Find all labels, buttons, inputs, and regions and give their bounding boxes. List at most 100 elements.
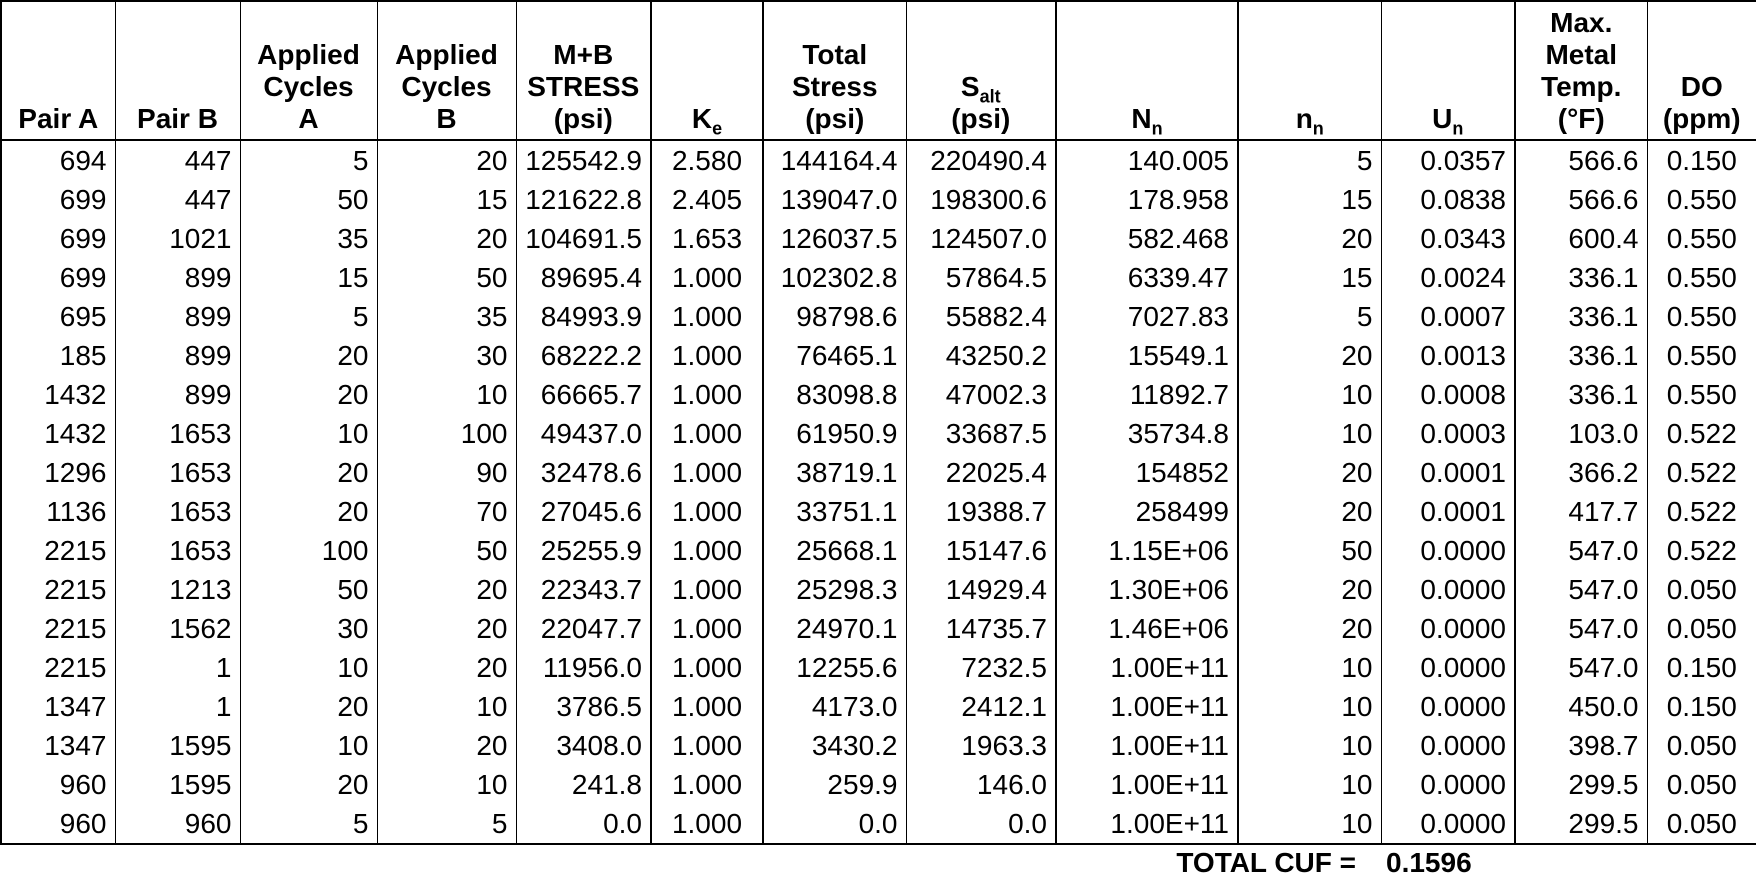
cell-mb-stress-psi: 241.8 [515,765,651,804]
cell-u-n: 0.0003 [1380,414,1515,453]
cell-salt-psi: 14735.7 [905,609,1056,648]
cell-pair-b: 1653 [114,531,240,570]
cell-u-n: 0.0008 [1380,375,1515,414]
cell-max-metal-temp-f: 547.0 [1514,648,1647,687]
cell-max-metal-temp-f: 450.0 [1514,687,1647,726]
cell-pair-a: 2215 [44,573,107,605]
cell-pair-b: 899 [114,375,240,414]
cell-u-n: 0.0357 [1380,140,1515,180]
cell-max-metal-temp-f: 547.0 [1514,609,1647,648]
cell-applied-cycles-b: 10 [376,375,516,414]
cell-pair-b: 1653 [114,453,240,492]
cell-do-ppm: 0.050 [1646,570,1756,609]
cell-pair-b: 1653 [114,414,240,453]
cell-applied-cycles-a: 10 [239,648,377,687]
cell-max-metal-temp-f: 566.6 [1514,140,1647,180]
column-header-n-small-n: nn [1237,1,1381,141]
cell-salt-psi: 2412.1 [905,687,1056,726]
cell-n-small-n: 10 [1237,726,1381,765]
cell-applied-cycles-b: 10 [376,687,516,726]
cell-applied-cycles-a: 10 [239,726,377,765]
cell-max-metal-temp-f: 417.7 [1514,492,1647,531]
cell-u-n: 0.0000 [1380,531,1515,570]
cell-u-n: 0.0000 [1380,648,1515,687]
cell-applied-cycles-a: 35 [239,219,377,258]
table-row: 699 447 50 15 121622.8 2.405 139047.0 198300.6 1… [1,180,1756,219]
cell-total-stress-psi: 61950.9 [762,414,906,453]
cell-pair-b: 1021 [114,219,240,258]
cell-pair-b: 1 [114,648,240,687]
cell-n-cap-n: 154852 [1055,453,1238,492]
cell-n-small-n: 15 [1237,180,1381,219]
cell-mb-stress-psi: 25255.9 [515,531,651,570]
cell-pair-a: 185 [59,339,107,371]
subscript: e [712,118,723,139]
cell-do-ppm: 0.550 [1646,258,1756,297]
column-header-do-ppm: DO (ppm) [1646,1,1756,141]
cell-n-small-n: 20 [1237,453,1381,492]
cell-applied-cycles-a: 30 [239,609,377,648]
cell-pair-a: 1432 [44,378,107,410]
cell-n-cap-n: 582.468 [1055,219,1238,258]
cell-u-n: 0.0001 [1380,453,1515,492]
cell-mb-stress-psi: 22343.7 [515,570,651,609]
cell-mb-stress-psi: 0.0 [515,804,651,844]
cell-ke: 1.653 [650,219,763,258]
cell-do-ppm: 0.522 [1646,453,1756,492]
cell-ke: 1.000 [650,375,763,414]
cell-n-small-n: 20 [1237,219,1381,258]
cell-pair-a: 2215 [44,612,107,644]
cell-max-metal-temp-f: 336.1 [1514,375,1647,414]
cell-n-small-n: 5 [1237,297,1381,336]
cell-pair-b: 1562 [114,609,240,648]
cell-total-stress-psi: 144164.4 [762,140,906,180]
cell-pair-a: 2215 [44,534,107,566]
cell-ke: 1.000 [650,687,763,726]
cell-mb-stress-psi: 3786.5 [515,687,651,726]
column-header-pair-a: Pair A [1,1,115,141]
cell-salt-psi: 220490.4 [905,140,1056,180]
cell-max-metal-temp-f: 103.0 [1514,414,1647,453]
cell-u-n: 0.0007 [1380,297,1515,336]
table-row: 1136 1653 20 70 27045.6 1.000 33751.1 19388.7 25… [1,492,1756,531]
table-row: 1296 1653 20 90 32478.6 1.000 38719.1 22025.4 15… [1,453,1756,492]
cell-total-stress-psi: 33751.1 [762,492,906,531]
column-header-u-n: Un [1380,1,1515,141]
cell-mb-stress-psi: 68222.2 [515,336,651,375]
column-header-ke: Ke [650,1,763,141]
cell-ke: 1.000 [650,258,763,297]
cell-n-cap-n: 1.00E+11 [1055,648,1238,687]
subscript: alt [979,86,1001,107]
cell-pair-a: 694 [59,144,107,176]
cell-max-metal-temp-f: 336.1 [1514,336,1647,375]
cell-applied-cycles-b: 70 [376,492,516,531]
cell-mb-stress-psi: 27045.6 [515,492,651,531]
cell-do-ppm: 0.050 [1646,609,1756,648]
column-header-mb-stress-psi: M+B STRESS (psi) [515,1,651,141]
cell-u-n: 0.0000 [1380,726,1515,765]
cell-n-small-n: 10 [1237,765,1381,804]
cell-max-metal-temp-f: 547.0 [1514,570,1647,609]
cell-applied-cycles-b: 20 [376,140,516,180]
cell-n-small-n: 10 [1237,375,1381,414]
column-header-salt-psi: Salt (psi) [905,1,1056,141]
cell-do-ppm: 0.522 [1646,531,1756,570]
table-row: 1347 1595 10 20 3408.0 1.000 3430.2 1963.3 1.00E… [1,726,1756,765]
cell-do-ppm: 0.522 [1646,492,1756,531]
cell-applied-cycles-a: 5 [239,297,377,336]
cell-pair-b: 899 [114,336,240,375]
cell-n-cap-n: 1.00E+11 [1055,765,1238,804]
cell-mb-stress-psi: 121622.8 [515,180,651,219]
total-cuf-label: TOTAL CUF = [1176,846,1356,878]
cell-n-small-n: 10 [1237,804,1381,844]
cell-ke: 1.000 [650,414,763,453]
cell-applied-cycles-a: 15 [239,258,377,297]
cell-applied-cycles-a: 20 [239,336,377,375]
table-row: 1347 1 20 10 3786.5 1.000 4173.0 2412.1 1.00E+11… [1,687,1756,726]
cell-ke: 2.580 [650,140,763,180]
cell-do-ppm: 0.550 [1646,336,1756,375]
table-row: 699 899 15 50 89695.4 1.000 102302.8 57864.5 633… [1,258,1756,297]
cell-n-small-n: 20 [1237,609,1381,648]
cell-applied-cycles-b: 20 [376,648,516,687]
